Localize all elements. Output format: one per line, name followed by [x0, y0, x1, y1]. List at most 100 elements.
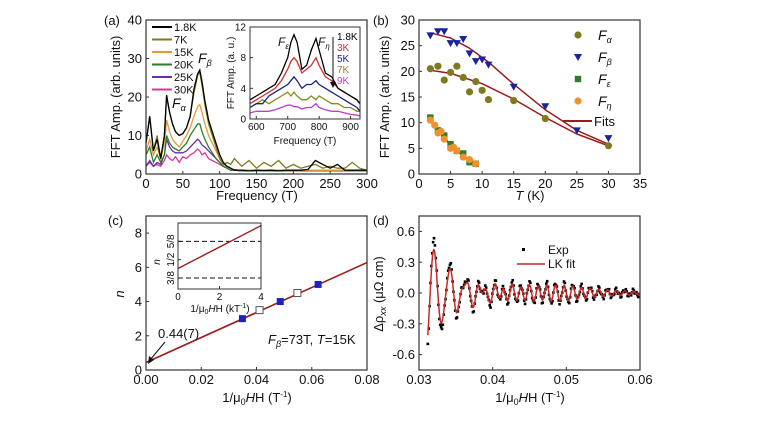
y-tick-label: 8 [135, 226, 142, 241]
lk-fit-curve [427, 248, 641, 336]
exp-data-point [462, 283, 466, 286]
exp-data-point [592, 298, 596, 301]
inset-a-frame [249, 26, 361, 120]
exp-data-point [590, 286, 593, 290]
exp-data-point [446, 269, 450, 272]
exp-data-point [627, 294, 630, 298]
exp-data-point [448, 263, 452, 267]
x-tick-label: 900 [342, 122, 359, 133]
y-tick-label: 4 [135, 294, 142, 309]
x-tick-label: 0 [415, 176, 422, 191]
exp-data-point [550, 302, 553, 305]
panel-b-ylabel: FFT Amp. (arb. units) [377, 36, 392, 159]
exp-data-point [562, 280, 566, 283]
y-tick-label: 0 [240, 115, 246, 126]
exp-data-point [580, 282, 583, 286]
inset-series-line-1.8K [249, 32, 361, 105]
exp-data-point [472, 310, 476, 313]
exp-data-point [563, 281, 567, 285]
data-point-minimum [293, 289, 302, 297]
exp-data-point [439, 325, 443, 329]
exp-data-point [607, 287, 611, 291]
intercept-annotation: 0.44(7) [158, 326, 199, 341]
exp-data-point [501, 284, 505, 288]
exp-data-point [489, 306, 492, 309]
exp-data-point [631, 287, 635, 291]
exp-data-point [426, 342, 430, 346]
x-tick-label: 0.04 [480, 372, 505, 387]
exp-data-point [602, 297, 606, 301]
exp-data-point [528, 279, 531, 283]
x-tick-label: 0 [175, 292, 181, 303]
y-tick-label: 0 [408, 167, 415, 182]
data-point-β [509, 83, 518, 91]
y-tick-label: 25 [401, 38, 415, 53]
x-tick-label: 0.08 [354, 372, 379, 387]
exp-data-point [510, 281, 514, 284]
inset-a-xlabel: Frequency (T) [274, 136, 337, 147]
exp-data-point [621, 289, 625, 292]
data-point-β [478, 56, 487, 64]
data-point-α [541, 114, 549, 123]
exp-data-point [558, 302, 561, 306]
exp-data-point [579, 285, 583, 288]
panel-a: (a) FFT Amp. (arb. units) Frequency (T) … [104, 13, 378, 203]
exp-data-point [632, 289, 636, 292]
panel-a-ylabel: FFT Amp. (arb. units) [108, 36, 123, 159]
x-tick-label: 30 [601, 176, 615, 191]
exp-data-point [467, 279, 470, 282]
exp-data-point [431, 240, 435, 244]
y-tick-label: 5/8 [166, 234, 177, 248]
exp-data-point [635, 290, 638, 294]
y-tick-label: 40 [128, 13, 142, 28]
exp-data-point [585, 297, 589, 301]
y-tick-label: 12 [235, 23, 247, 34]
data-point-α [453, 62, 461, 70]
exp-data-point [523, 302, 527, 306]
panel-c-frame [145, 215, 368, 371]
panel-d-xlabel: 1/μ0HH (T-1) [495, 390, 565, 407]
exp-data-point [629, 293, 633, 297]
exp-data-point [624, 287, 628, 291]
exp-data-point [519, 284, 522, 287]
panel-b: (b) FFT Amp. (arb. units) T (K) 0 5 10 15 20… [373, 13, 647, 203]
panel-c-inset: 0 2 4 3/8 1/2 5/8 n 1/μ0HH (kT-1) [152, 222, 264, 316]
legend-label: 20K [174, 60, 194, 72]
legend-marker [574, 31, 582, 39]
annotation-f-alpha: Fα [172, 95, 187, 113]
data-point-η [453, 147, 461, 155]
x-tick-label: 100 [209, 176, 231, 191]
exp-data-point [438, 317, 441, 321]
panel-d-ylabel: Δρxx (μΩ cm) [371, 256, 388, 332]
x-tick-label: 15 [506, 176, 520, 191]
data-point-η [437, 127, 445, 135]
inset-legend-label: 3K [337, 43, 350, 54]
annotation-f-beta: Fβ [198, 50, 212, 68]
y-tick-label: 4 [240, 84, 246, 95]
x-tick-label: 2 [217, 292, 223, 303]
exp-data-point [613, 292, 616, 296]
x-tick-label: 0.03 [406, 372, 431, 387]
exp-data-point [488, 304, 492, 307]
legend-label: 30K [174, 85, 194, 97]
inset-legend-label: 9K [337, 76, 350, 87]
inset-legend-label: 5K [337, 54, 350, 65]
params-annotation: Fβ=73T, T=15K [268, 332, 356, 349]
exp-data-point [476, 279, 480, 283]
data-point-α [478, 86, 486, 94]
exp-data-point [484, 284, 487, 287]
legend-exp-marker [522, 248, 525, 251]
x-tick-label: 0.02 [189, 372, 214, 387]
exp-data-point [620, 295, 623, 299]
inset-series-line-7K [249, 91, 360, 112]
x-tick-label: 600 [248, 122, 265, 133]
exp-data-point [636, 295, 640, 299]
y-tick-label: 15 [401, 90, 415, 105]
data-point-maximum [276, 298, 284, 306]
data-point-β [471, 58, 480, 66]
exp-data-point [533, 301, 537, 305]
exp-data-point [432, 236, 436, 240]
y-tick-label: 5 [408, 141, 415, 156]
inset-series-line-9K [249, 102, 361, 117]
x-tick-label: 0.04 [244, 372, 269, 387]
